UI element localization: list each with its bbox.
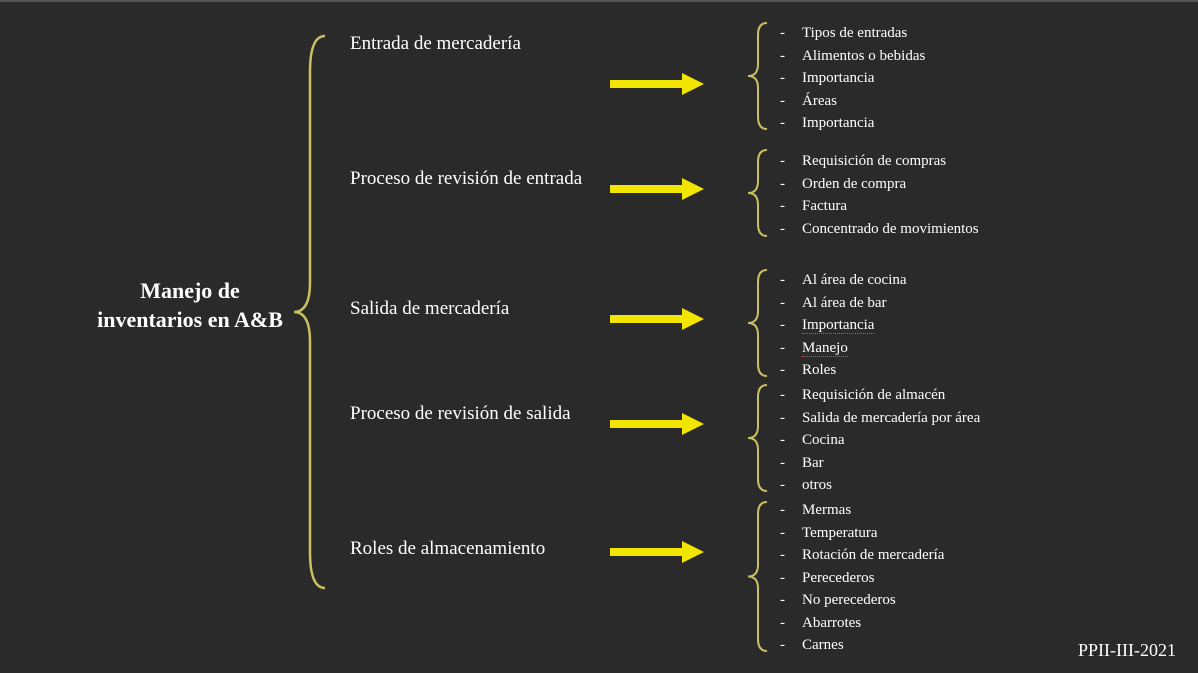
list-item: Salida de mercadería por área <box>780 407 980 430</box>
arrow-icon <box>610 545 705 559</box>
branch-title-3: Proceso de revisión de salida <box>350 402 590 426</box>
sub-brace-4 <box>745 499 770 654</box>
list-item: Áreas <box>780 90 925 113</box>
main-brace <box>290 32 330 592</box>
list-item: Factura <box>780 195 979 218</box>
list-item: Tipos de entradas <box>780 22 925 45</box>
list-item: Manejo <box>780 337 907 360</box>
sub-brace-2 <box>745 267 770 379</box>
sub-brace-3 <box>745 382 770 494</box>
list-item: Orden de compra <box>780 173 979 196</box>
list-item: Temperatura <box>780 522 944 545</box>
items-list-4: MermasTemperaturaRotación de mercaderíaP… <box>780 499 944 657</box>
arrow-icon <box>610 77 705 91</box>
arrow-icon <box>610 312 705 326</box>
branch-title-1: Proceso de revisión de entrada <box>350 167 590 191</box>
sub-brace-1 <box>745 147 770 239</box>
list-item: Mermas <box>780 499 944 522</box>
footer-label: PPII-III-2021 <box>1078 640 1176 661</box>
branch-4: Roles de almacenamiento <box>350 537 590 561</box>
arrow-icon <box>610 182 705 196</box>
list-item: Roles <box>780 359 907 382</box>
list-item: Concentrado de movimientos <box>780 218 979 241</box>
branch-title-2: Salida de mercadería <box>350 297 590 321</box>
branch-3: Proceso de revisión de salida <box>350 402 590 426</box>
branch-title-4: Roles de almacenamiento <box>350 537 590 561</box>
items-list-2: Al área de cocinaAl área de barImportanc… <box>780 269 907 382</box>
branch-2: Salida de mercadería <box>350 297 590 321</box>
list-item: No perecederos <box>780 589 944 612</box>
main-title: Manejo de inventarios en A&B <box>90 277 290 334</box>
branch-0: Entrada de mercadería <box>350 32 590 56</box>
list-item: Bar <box>780 452 980 475</box>
list-item: Requisición de compras <box>780 150 979 173</box>
list-item: Importancia <box>780 67 925 90</box>
list-item: Importancia <box>780 314 907 337</box>
list-item: Al área de bar <box>780 292 907 315</box>
list-item: Abarrotes <box>780 612 944 635</box>
list-item: Rotación de mercadería <box>780 544 944 567</box>
items-list-3: Requisición de almacénSalida de mercader… <box>780 384 980 497</box>
list-item: Cocina <box>780 429 980 452</box>
list-item: otros <box>780 474 980 497</box>
sub-brace-0 <box>745 20 770 132</box>
list-item: Carnes <box>780 634 944 657</box>
arrow-icon <box>610 417 705 431</box>
branch-1: Proceso de revisión de entrada <box>350 167 590 191</box>
list-item: Alimentos o bebidas <box>780 45 925 68</box>
list-item: Perecederos <box>780 567 944 590</box>
branch-title-0: Entrada de mercadería <box>350 32 590 56</box>
list-item: Al área de cocina <box>780 269 907 292</box>
items-list-0: Tipos de entradasAlimentos o bebidasImpo… <box>780 22 925 135</box>
list-item: Importancia <box>780 112 925 135</box>
items-list-1: Requisición de comprasOrden de compraFac… <box>780 150 979 240</box>
list-item: Requisición de almacén <box>780 384 980 407</box>
